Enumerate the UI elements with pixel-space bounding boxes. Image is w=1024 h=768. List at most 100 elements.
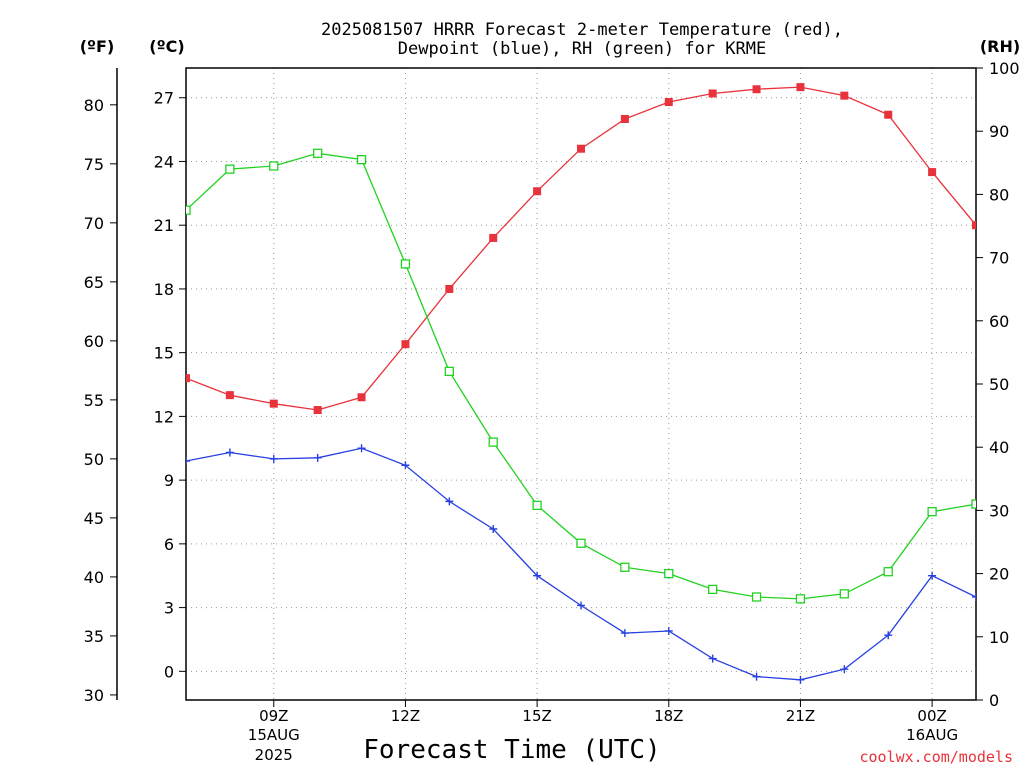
x-axis-label: Forecast Time (UTC) <box>363 735 660 765</box>
chart-title-line-1: 2025081507 HRRR Forecast 2-meter Tempera… <box>321 20 843 40</box>
celsius-unit-label: (ºC) <box>149 37 184 56</box>
x-tick-label: 18Z <box>654 707 683 725</box>
rh-point <box>356 154 367 165</box>
rh-tick-label: 20 <box>989 565 1009 584</box>
rh-tick-label: 80 <box>989 185 1009 204</box>
celsius-tick-label: 27 <box>154 89 174 108</box>
celsius-tick-label: 21 <box>154 216 174 235</box>
clipped-series <box>186 83 976 684</box>
x-tick-label: 09Z <box>259 707 288 725</box>
dewpoint-point <box>840 665 849 674</box>
rh-tick-label: 50 <box>989 375 1009 394</box>
fahrenheit-tick-label: 40 <box>84 568 104 587</box>
rh-point <box>444 366 454 377</box>
rh-tick-label: 0 <box>989 691 999 710</box>
fahrenheit-tick-label: 75 <box>84 155 104 174</box>
dewpoint-point <box>533 571 542 580</box>
temperature-point <box>533 187 542 196</box>
temperature-point <box>225 391 234 400</box>
temperature-point <box>928 168 937 177</box>
dewpoint-point <box>313 453 322 462</box>
rh-point <box>751 592 762 602</box>
dewpoint-point <box>269 454 278 463</box>
rh-point <box>488 437 498 447</box>
dewpoint-point <box>445 497 454 506</box>
celsius-tick-label: 18 <box>154 280 174 299</box>
dewpoint-point <box>752 672 761 681</box>
celsius-tick-label: 0 <box>164 662 174 681</box>
dewpoint-point <box>489 524 498 533</box>
rh-unit-label: (RH) <box>980 37 1020 56</box>
temperature-point <box>708 89 717 98</box>
temperature-point <box>445 284 454 293</box>
rh-point <box>927 507 937 517</box>
dewpoint-point <box>928 571 937 580</box>
rh-point <box>883 567 893 577</box>
rh-tick-label: 70 <box>989 249 1009 268</box>
temperature-point <box>186 374 190 383</box>
rh-point <box>664 568 674 579</box>
temperature-point <box>664 97 673 106</box>
celsius-tick-label: 3 <box>164 599 174 618</box>
temperature-point <box>489 233 498 242</box>
rh-tick-label: 100 <box>989 59 1020 78</box>
rh-point <box>576 538 586 548</box>
fahrenheit-tick-label: 80 <box>84 96 104 115</box>
dewpoint-point <box>708 654 717 663</box>
rh-point <box>269 161 279 171</box>
rh-tick-label: 30 <box>989 501 1009 520</box>
rh-point <box>313 148 323 158</box>
fahrenheit-tick-label: 35 <box>84 627 104 646</box>
rh-tick-label: 40 <box>989 438 1009 457</box>
temperature-point <box>620 114 629 123</box>
plot-frame <box>185 67 977 701</box>
x-tick-year-label: 2025 <box>255 746 293 764</box>
dewpoint-line <box>186 447 976 681</box>
rh-line <box>186 152 976 600</box>
celsius-tick-label: 9 <box>164 471 174 490</box>
temperature-point <box>269 399 278 408</box>
x-tick-label: 21Z <box>786 707 815 725</box>
temperature-point <box>313 406 322 415</box>
temperature-point <box>577 144 585 153</box>
rh-point <box>971 499 976 509</box>
dewpoint-point <box>225 448 234 457</box>
x-tick-label: 12Z <box>391 707 420 725</box>
temperature-point <box>796 83 805 92</box>
celsius-tick-label: 15 <box>154 344 174 363</box>
dewpoint-point <box>620 629 629 638</box>
dewpoint-point <box>401 461 410 470</box>
temperature-point <box>357 393 366 402</box>
dewpoint-point <box>664 626 673 635</box>
fahrenheit-tick-label: 30 <box>84 686 104 705</box>
credit-text: coolwx.com/models <box>859 748 1013 766</box>
rh-point <box>708 584 718 595</box>
fahrenheit-tick-label: 55 <box>84 391 104 410</box>
dewpoint-point <box>186 457 190 466</box>
x-tick-label: 15Z <box>522 707 551 725</box>
temperature-point <box>752 85 761 94</box>
rh-point <box>795 594 806 604</box>
temperature-point <box>884 110 893 119</box>
temperature-line <box>186 86 976 411</box>
fahrenheit-tick-label: 65 <box>84 273 104 292</box>
series-group <box>186 83 976 684</box>
rh-point <box>532 500 542 510</box>
temperature-point <box>401 340 410 349</box>
rh-point <box>839 589 849 599</box>
dewpoint-point <box>796 675 805 684</box>
rh-tick-label: 60 <box>989 312 1009 331</box>
rh-point <box>620 562 630 572</box>
rh-tick-label: 10 <box>989 628 1009 647</box>
celsius-tick-label: 12 <box>154 407 174 426</box>
temperature-point <box>972 221 976 230</box>
fahrenheit-tick-label: 70 <box>84 214 104 233</box>
chart-title-line-2: Dewpoint (blue), RH (green) for KRME <box>398 39 766 59</box>
dewpoint-point <box>884 631 893 640</box>
rh-point <box>225 164 235 174</box>
x-tick-date-label: 16AUG <box>906 726 958 744</box>
fahrenheit-tick-label: 60 <box>84 332 104 351</box>
celsius-tick-label: 6 <box>164 535 174 554</box>
